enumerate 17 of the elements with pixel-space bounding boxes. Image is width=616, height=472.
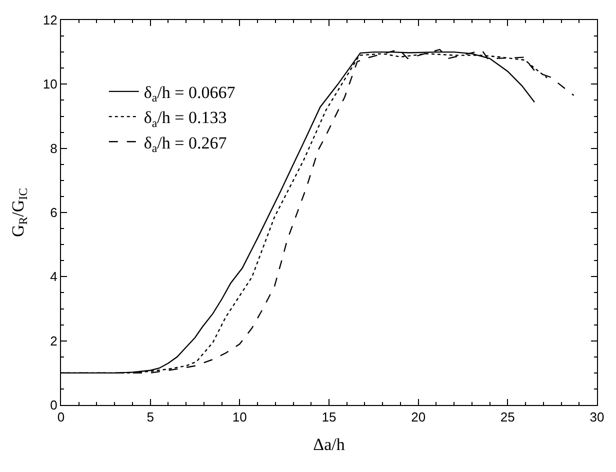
x-tick-label: 10 — [232, 410, 247, 425]
y-tick-label: 8 — [50, 140, 58, 156]
y-tick-label: 6 — [50, 205, 58, 220]
x-tick-label: 25 — [500, 410, 515, 425]
legend-label: δ$_{a}$/h = 0.133 — [144, 108, 227, 130]
y-tick-label: 12 — [42, 12, 58, 28]
legend-label: δ$_{a}$/h = 0.0667 — [144, 83, 236, 105]
x-tick-label: 15 — [322, 410, 336, 425]
y-tick-label: 10 — [42, 76, 58, 92]
legend-label: δ$_{a}$/h = 0.267 — [144, 133, 228, 155]
x-tick-label: 30 — [590, 410, 604, 425]
y-tick-label: 0 — [50, 398, 58, 413]
y-tick-label: 4 — [50, 269, 58, 284]
x-tick-label: 20 — [411, 410, 426, 425]
x-tick-label: 5 — [146, 410, 154, 425]
y-tick-label: 2 — [50, 333, 58, 348]
x-axis-title: Δa/h — [313, 435, 346, 454]
